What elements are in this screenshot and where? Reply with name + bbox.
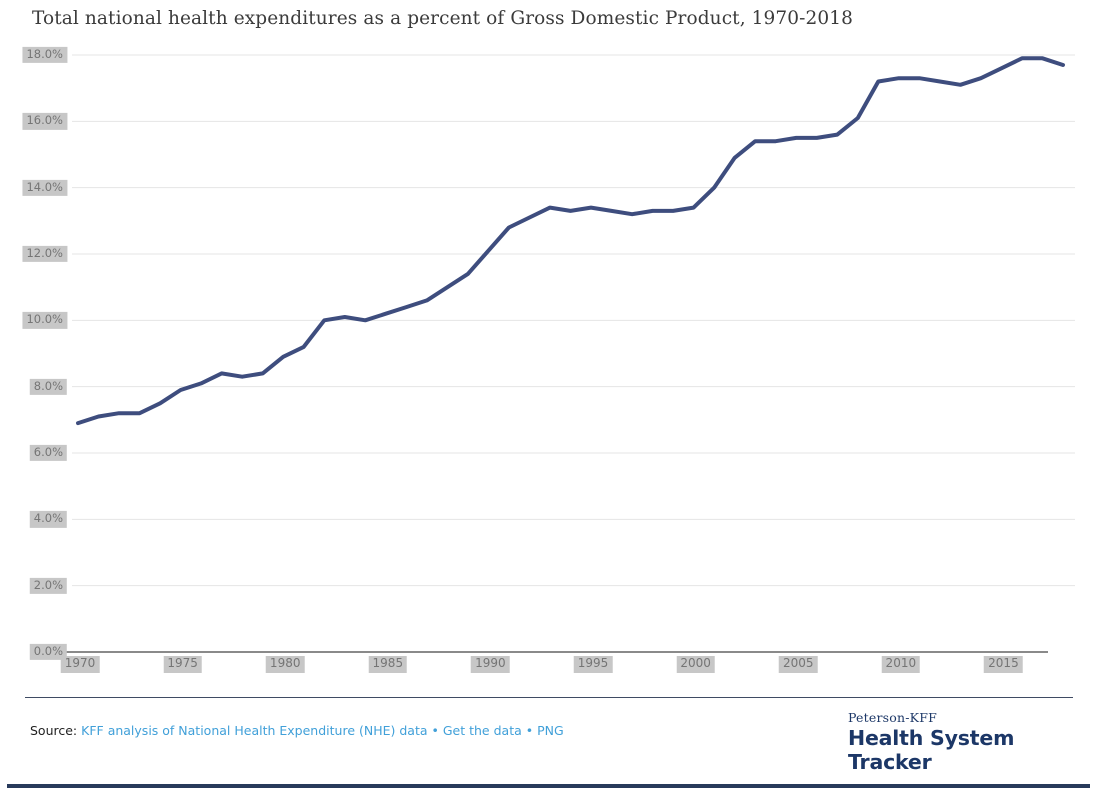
x-tick-label: 1980: [265, 656, 305, 673]
bottom-accent-bar: [7, 784, 1090, 788]
y-tick-label: 10.0%: [22, 312, 67, 329]
x-tick-label: 2005: [778, 656, 818, 673]
x-tick-label: 2015: [984, 656, 1023, 673]
source-label: Source:: [30, 723, 78, 738]
x-tick-label: 1990: [471, 656, 510, 673]
brand-name-health-system-tracker: Health System Tracker: [848, 726, 1015, 774]
y-tick-label: 0.0%: [29, 643, 67, 661]
y-tick-label: 14.0%: [22, 179, 67, 196]
bullet-separator: •: [525, 723, 534, 738]
source-row: Source: KFF analysis of National Health …: [30, 723, 564, 738]
y-tick-label: 16.0%: [22, 113, 67, 130]
chart-title: Total national health expenditures as a …: [32, 8, 853, 29]
chart-canvas: [65, 54, 1075, 653]
x-tick-label: 1970: [60, 656, 100, 673]
get-the-data-link[interactable]: Get the data: [442, 723, 522, 738]
brand-logo: Peterson-KFF Health System Tracker: [848, 710, 1100, 774]
x-tick-label: 1975: [163, 656, 202, 673]
brand-name-peterson-kff: Peterson-KFF: [848, 710, 937, 725]
footer-divider: [25, 697, 1073, 698]
y-tick-label: 12.0%: [22, 245, 67, 263]
x-tick-label: 1995: [573, 656, 613, 673]
x-tick-label: 2000: [676, 656, 715, 673]
y-tick-label: 6.0%: [29, 444, 67, 462]
nhe-percent-gdp-line: [76, 56, 1065, 426]
y-tick-label: 4.0%: [29, 511, 67, 528]
y-tick-label: 2.0%: [29, 577, 67, 594]
x-tick-label: 1985: [368, 656, 408, 673]
bullet-separator: •: [431, 723, 439, 738]
png-download-link[interactable]: PNG: [537, 723, 564, 738]
x-tick-label: 2010: [881, 656, 921, 673]
y-tick-label: 18.0%: [22, 46, 67, 64]
source-link[interactable]: KFF analysis of National Health Expendit…: [81, 723, 428, 738]
y-tick-label: 8.0%: [29, 378, 67, 395]
